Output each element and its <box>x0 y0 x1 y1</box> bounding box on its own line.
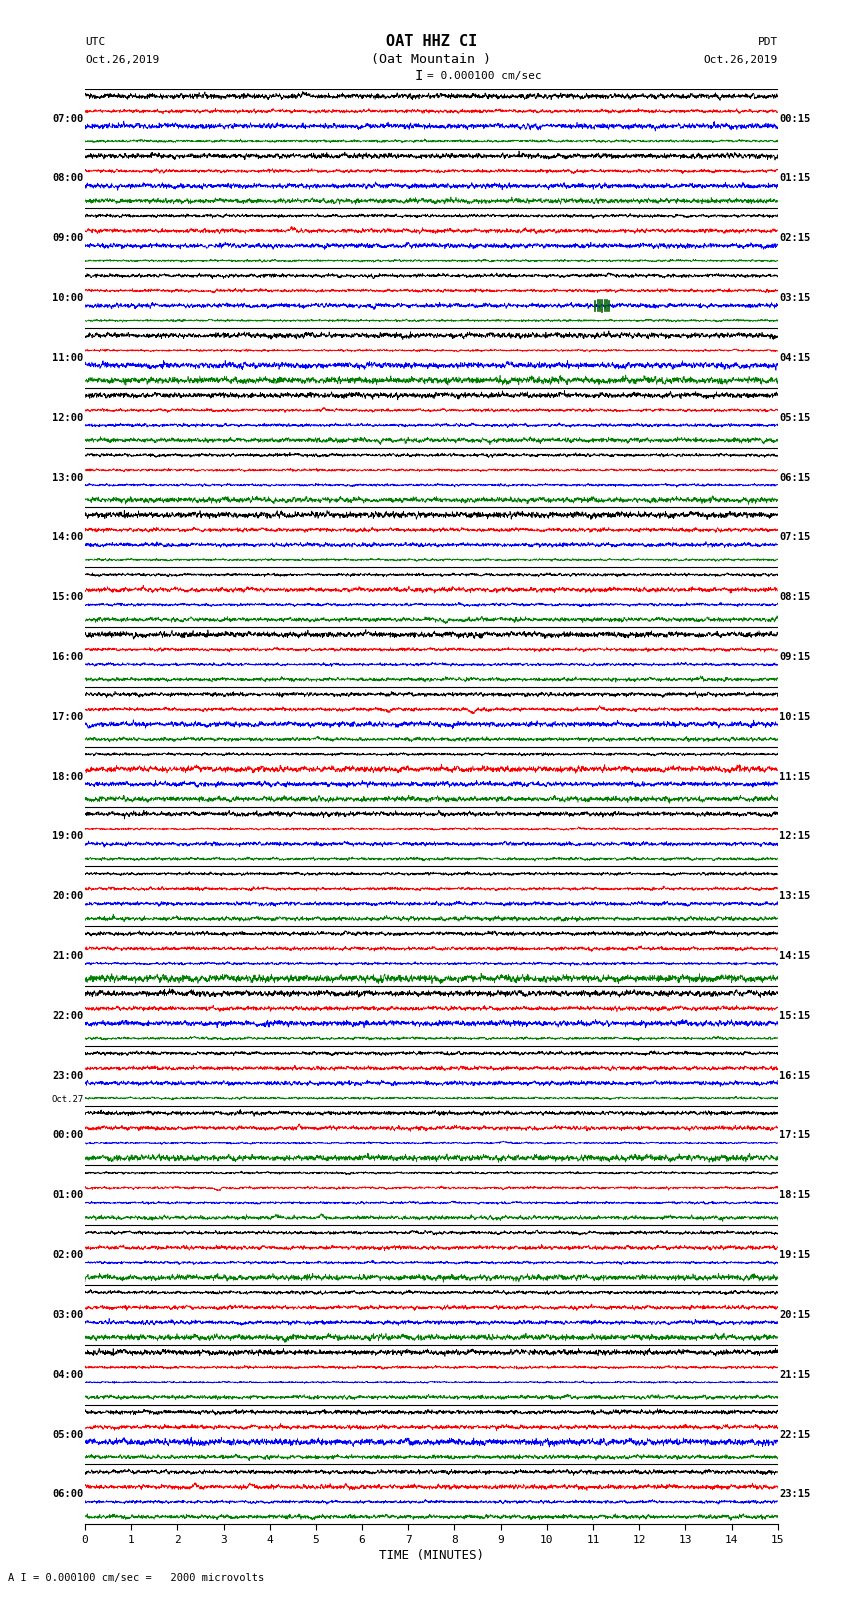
Text: = 0.000100 cm/sec: = 0.000100 cm/sec <box>428 71 542 81</box>
Text: 05:15: 05:15 <box>779 413 811 423</box>
Text: Oct.26,2019: Oct.26,2019 <box>704 55 778 65</box>
Text: 01:00: 01:00 <box>52 1190 83 1200</box>
Text: 21:15: 21:15 <box>779 1369 811 1379</box>
Text: UTC: UTC <box>85 37 105 47</box>
Text: 16:15: 16:15 <box>779 1071 811 1081</box>
Text: 15:00: 15:00 <box>52 592 83 602</box>
Text: 03:00: 03:00 <box>52 1310 83 1319</box>
Text: 01:15: 01:15 <box>779 174 811 184</box>
Text: 12:15: 12:15 <box>779 831 811 842</box>
Text: 23:15: 23:15 <box>779 1489 811 1500</box>
Text: 10:15: 10:15 <box>779 711 811 721</box>
Text: 20:15: 20:15 <box>779 1310 811 1319</box>
Text: 12:00: 12:00 <box>52 413 83 423</box>
Text: 11:00: 11:00 <box>52 353 83 363</box>
Text: 07:00: 07:00 <box>52 113 83 124</box>
Text: 23:00: 23:00 <box>52 1071 83 1081</box>
Text: 07:15: 07:15 <box>779 532 811 542</box>
Text: 09:00: 09:00 <box>52 234 83 244</box>
Text: 18:00: 18:00 <box>52 771 83 782</box>
Text: 15:15: 15:15 <box>779 1011 811 1021</box>
Text: 22:15: 22:15 <box>779 1429 811 1439</box>
Text: 13:00: 13:00 <box>52 473 83 482</box>
Text: I: I <box>415 69 423 82</box>
Text: 04:00: 04:00 <box>52 1369 83 1379</box>
Text: 20:00: 20:00 <box>52 892 83 902</box>
Text: 04:15: 04:15 <box>779 353 811 363</box>
Text: Oct.26,2019: Oct.26,2019 <box>85 55 159 65</box>
Text: (Oat Mountain ): (Oat Mountain ) <box>371 53 491 66</box>
Text: 03:15: 03:15 <box>779 294 811 303</box>
Text: 10:00: 10:00 <box>52 294 83 303</box>
Text: OAT HHZ CI: OAT HHZ CI <box>386 34 477 50</box>
Text: 16:00: 16:00 <box>52 652 83 661</box>
Text: 22:00: 22:00 <box>52 1011 83 1021</box>
Text: 14:00: 14:00 <box>52 532 83 542</box>
Text: 11:15: 11:15 <box>779 771 811 782</box>
Text: 14:15: 14:15 <box>779 952 811 961</box>
Text: 08:15: 08:15 <box>779 592 811 602</box>
Text: 19:00: 19:00 <box>52 831 83 842</box>
Text: 17:00: 17:00 <box>52 711 83 721</box>
Text: 02:00: 02:00 <box>52 1250 83 1260</box>
Text: 19:15: 19:15 <box>779 1250 811 1260</box>
Text: 08:00: 08:00 <box>52 174 83 184</box>
Text: 05:00: 05:00 <box>52 1429 83 1439</box>
Text: 02:15: 02:15 <box>779 234 811 244</box>
Text: 00:00: 00:00 <box>52 1131 83 1140</box>
Text: 13:15: 13:15 <box>779 892 811 902</box>
Text: Oct.27: Oct.27 <box>51 1095 83 1103</box>
Text: 18:15: 18:15 <box>779 1190 811 1200</box>
Text: 17:15: 17:15 <box>779 1131 811 1140</box>
Text: A I = 0.000100 cm/sec =   2000 microvolts: A I = 0.000100 cm/sec = 2000 microvolts <box>8 1573 264 1582</box>
Text: 09:15: 09:15 <box>779 652 811 661</box>
Text: PDT: PDT <box>757 37 778 47</box>
Text: 06:00: 06:00 <box>52 1489 83 1500</box>
Text: 21:00: 21:00 <box>52 952 83 961</box>
Text: 00:15: 00:15 <box>779 113 811 124</box>
X-axis label: TIME (MINUTES): TIME (MINUTES) <box>379 1548 484 1561</box>
Text: 06:15: 06:15 <box>779 473 811 482</box>
